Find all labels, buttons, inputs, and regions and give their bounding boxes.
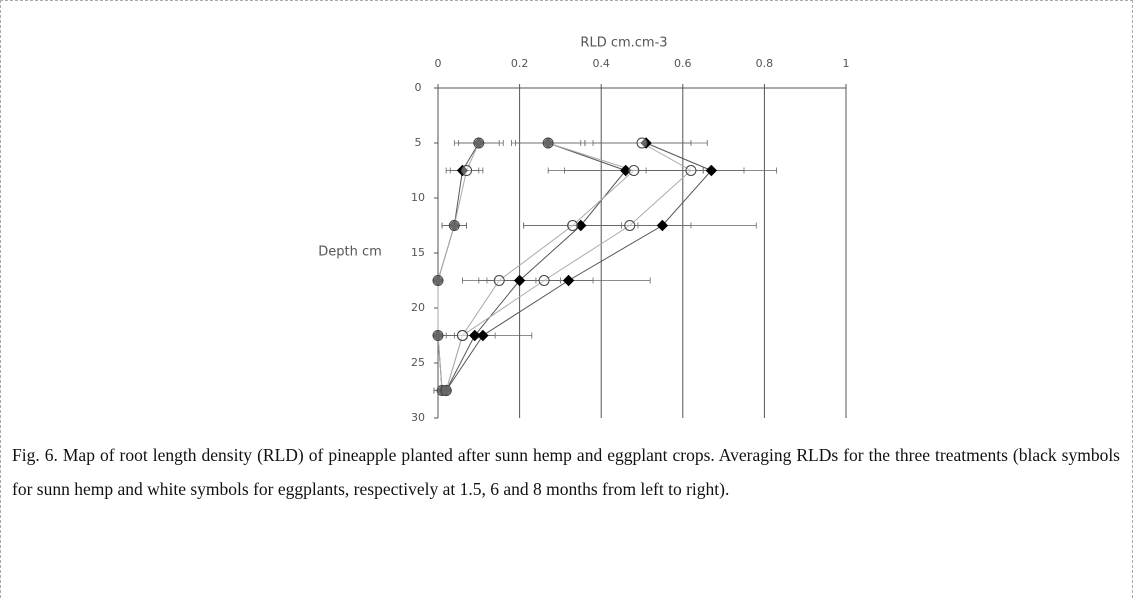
y-tick-label: 15 bbox=[411, 246, 425, 259]
marker bbox=[640, 137, 652, 149]
marker bbox=[656, 219, 669, 232]
marker bbox=[473, 137, 485, 149]
y-tick-label: 0 bbox=[415, 81, 422, 94]
marker bbox=[624, 220, 636, 231]
y-tick-label: 30 bbox=[411, 411, 425, 424]
x-tick-label: 0.8 bbox=[756, 57, 774, 70]
marker bbox=[493, 275, 505, 286]
y-tick-label: 10 bbox=[411, 191, 425, 204]
marker bbox=[685, 165, 697, 176]
marker bbox=[448, 220, 460, 231]
series-line bbox=[445, 142, 692, 391]
marker bbox=[567, 220, 579, 231]
marker bbox=[513, 274, 526, 287]
series-line bbox=[445, 142, 713, 391]
marker bbox=[456, 164, 469, 177]
y-tick-label: 5 bbox=[415, 136, 422, 149]
y-tick-label: 25 bbox=[411, 356, 425, 369]
x-tick-label: 0.4 bbox=[592, 57, 610, 70]
series-line bbox=[445, 142, 627, 391]
marker bbox=[440, 385, 452, 396]
caption: Fig. 6. Map of root length density (RLD)… bbox=[12, 445, 1120, 499]
x-tick-label: 0.6 bbox=[674, 57, 692, 70]
x-axis-label: RLD cm.cm-3 bbox=[580, 36, 667, 51]
chart: RLD cm.cm-3 Depth cm 0 0.2 0.4 0.6 0.8 105101… bbox=[318, 35, 850, 424]
marker bbox=[469, 329, 481, 342]
marker bbox=[628, 165, 640, 176]
y-axis-label: Depth cm bbox=[318, 245, 382, 260]
x-tick-label: 0 bbox=[435, 57, 442, 70]
marker bbox=[456, 330, 468, 341]
y-tick-label: 20 bbox=[411, 301, 425, 314]
x-tick-label: 0.2 bbox=[511, 57, 529, 70]
marker bbox=[542, 137, 554, 149]
marker bbox=[705, 164, 718, 177]
marker bbox=[432, 275, 444, 286]
x-tick-label: 1 bbox=[843, 57, 850, 70]
marker bbox=[432, 330, 444, 341]
marker bbox=[461, 165, 473, 176]
marker bbox=[562, 274, 575, 287]
marker bbox=[636, 137, 648, 149]
marker bbox=[477, 329, 489, 342]
marker bbox=[538, 275, 550, 286]
